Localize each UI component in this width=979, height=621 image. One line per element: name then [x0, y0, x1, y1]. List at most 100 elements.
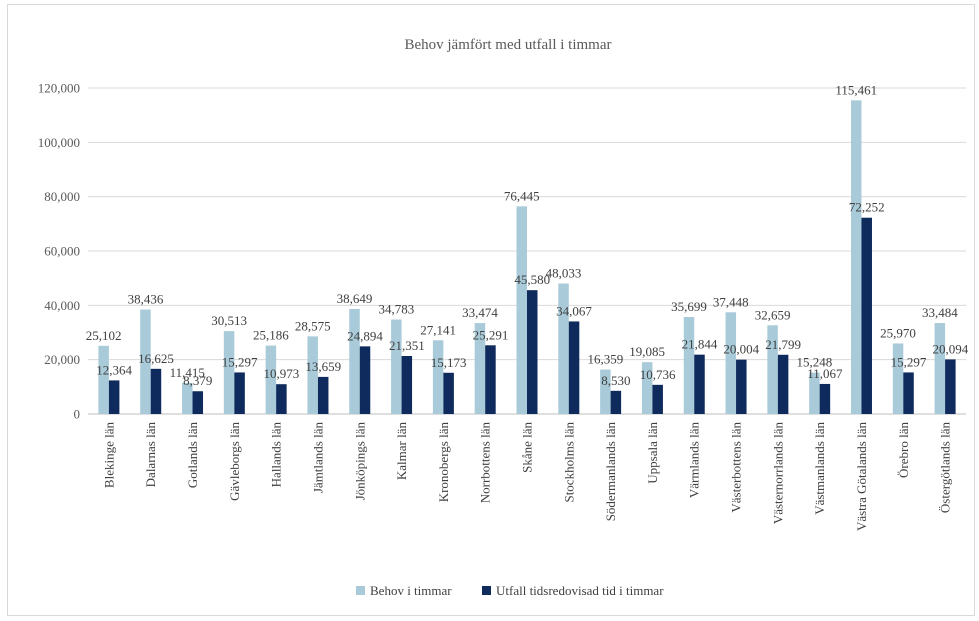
bar-behov	[767, 325, 778, 414]
data-label-behov: 15,248	[797, 355, 833, 370]
bar-utfall	[652, 384, 663, 414]
bar-utfall	[568, 321, 580, 414]
x-category-label: Västra Götalands län	[854, 422, 869, 532]
bar-utfall	[736, 359, 747, 414]
data-label-behov: 25,102	[86, 328, 122, 343]
bar-behov	[98, 345, 109, 414]
data-label-utfall: 8,379	[183, 373, 212, 388]
data-label-behov: 19,085	[629, 344, 665, 359]
chart-frame	[7, 4, 975, 616]
y-tick-label: 20,000	[44, 352, 80, 367]
data-label-behov: 115,461	[835, 82, 877, 97]
x-category-label: Gotlands län	[185, 422, 200, 489]
data-label-utfall: 20,094	[932, 341, 968, 356]
data-label-utfall: 8,530	[601, 373, 630, 388]
y-tick-label: 80,000	[44, 189, 80, 204]
bar-behov	[307, 336, 318, 414]
data-label-utfall: 10,973	[264, 366, 300, 381]
data-label-behov: 25,970	[880, 325, 916, 340]
x-category-label: Blekinge län	[101, 422, 116, 489]
bar-behov	[558, 283, 569, 414]
y-tick-label: 100,000	[38, 135, 80, 150]
legend-label-utfall: Utfall tidsredovisad tid i timmar	[496, 583, 664, 598]
bar-behov	[850, 100, 862, 415]
bar-behov	[600, 369, 611, 414]
data-label-utfall: 24,894	[347, 328, 383, 343]
y-axis-tick-labels: 0 20,000 40,000 60,000 80,000 100,000 120,000	[38, 81, 80, 422]
bar-utfall	[903, 372, 914, 414]
legend-swatch-behov	[356, 586, 365, 595]
data-label-utfall: 45,580	[514, 272, 550, 287]
data-label-behov: 11,415	[170, 365, 205, 380]
x-category-label: Västernorrlands län	[770, 422, 785, 525]
data-label-behov: 33,484	[922, 305, 958, 320]
x-category-label: Skåne län	[520, 422, 535, 473]
data-label-behov: 32,659	[755, 307, 791, 322]
data-label-utfall: 15,297	[891, 354, 927, 369]
y-tick-label: 40,000	[44, 298, 80, 313]
data-label-behov: 34,783	[378, 302, 414, 317]
x-category-label: Kronobergs län	[436, 422, 451, 503]
data-label-utfall: 11,067	[807, 366, 843, 381]
bar-utfall	[485, 345, 496, 414]
bar-behov	[516, 206, 527, 414]
bar-behov	[432, 340, 444, 414]
y-tick-label: 60,000	[44, 244, 80, 259]
data-label-utfall: 72,252	[849, 200, 885, 215]
data-label-behov: 16,359	[587, 352, 623, 367]
data-label-utfall: 13,659	[305, 359, 341, 374]
bar-behov	[641, 362, 653, 414]
x-category-label: Norrbottens län	[478, 422, 493, 504]
y-tick-label: 120,000	[38, 81, 80, 96]
x-category-label: Hallands län	[269, 422, 284, 488]
bar-behov	[223, 331, 235, 414]
bar-utfall	[234, 372, 245, 414]
data-label-utfall: 20,004	[723, 342, 759, 357]
x-category-label: Jämtlands län	[310, 422, 325, 494]
x-category-label: Örebro län	[896, 422, 911, 478]
x-category-label: Södermanlands län	[603, 422, 618, 522]
data-label-behov: 76,445	[504, 188, 540, 203]
bar-utfall	[527, 290, 538, 414]
x-category-label: Gävleborgs län	[227, 422, 242, 501]
data-label-behov: 28,575	[295, 318, 331, 333]
legend-label-behov: Behov i timmar	[370, 583, 452, 598]
x-category-label: Jönköpings län	[352, 422, 367, 501]
bar-behov	[934, 323, 946, 414]
data-label-utfall: 25,291	[473, 327, 509, 342]
legend: Behov i timmar Utfall tidsredovisad tid …	[356, 583, 664, 598]
bar-behov	[140, 309, 151, 414]
bar-behov	[474, 323, 486, 414]
data-label-utfall: 15,297	[222, 354, 258, 369]
data-label-behov: 33,474	[462, 305, 498, 320]
bar-utfall	[443, 372, 454, 414]
data-label-behov: 35,699	[671, 299, 707, 314]
data-label-behov: 30,513	[211, 313, 247, 328]
bar-utfall	[359, 346, 371, 414]
bar-utfall	[150, 368, 162, 414]
data-label-utfall: 21,799	[765, 337, 801, 352]
data-label-utfall: 12,364	[96, 362, 132, 377]
bar-utfall	[819, 383, 831, 414]
x-category-label: Dalarnas län	[143, 422, 158, 488]
x-category-label: Värmlands län	[687, 422, 702, 499]
bar-utfall	[317, 376, 329, 414]
bar-utfall	[610, 390, 622, 414]
bar-behov	[265, 345, 277, 414]
x-axis-category-labels: Blekinge län Dalarnas län Gotlands län Gävl…	[101, 422, 952, 532]
bar-utfall	[401, 355, 413, 414]
bar-behov	[683, 317, 695, 414]
chart-title: Behov jämfört med utfall i timmar	[404, 37, 611, 53]
data-label-behov: 37,448	[713, 294, 749, 309]
data-label-utfall: 21,844	[682, 337, 718, 352]
data-label-utfall: 15,173	[431, 355, 467, 370]
y-tick-label: 0	[74, 407, 81, 422]
data-label-behov: 25,186	[253, 328, 289, 343]
x-category-label: Västerbottens län	[729, 422, 744, 513]
data-label-behov: 48,033	[546, 266, 582, 281]
bars	[98, 100, 956, 415]
bar-behov	[892, 343, 904, 414]
data-label-behov: 27,141	[420, 322, 456, 337]
